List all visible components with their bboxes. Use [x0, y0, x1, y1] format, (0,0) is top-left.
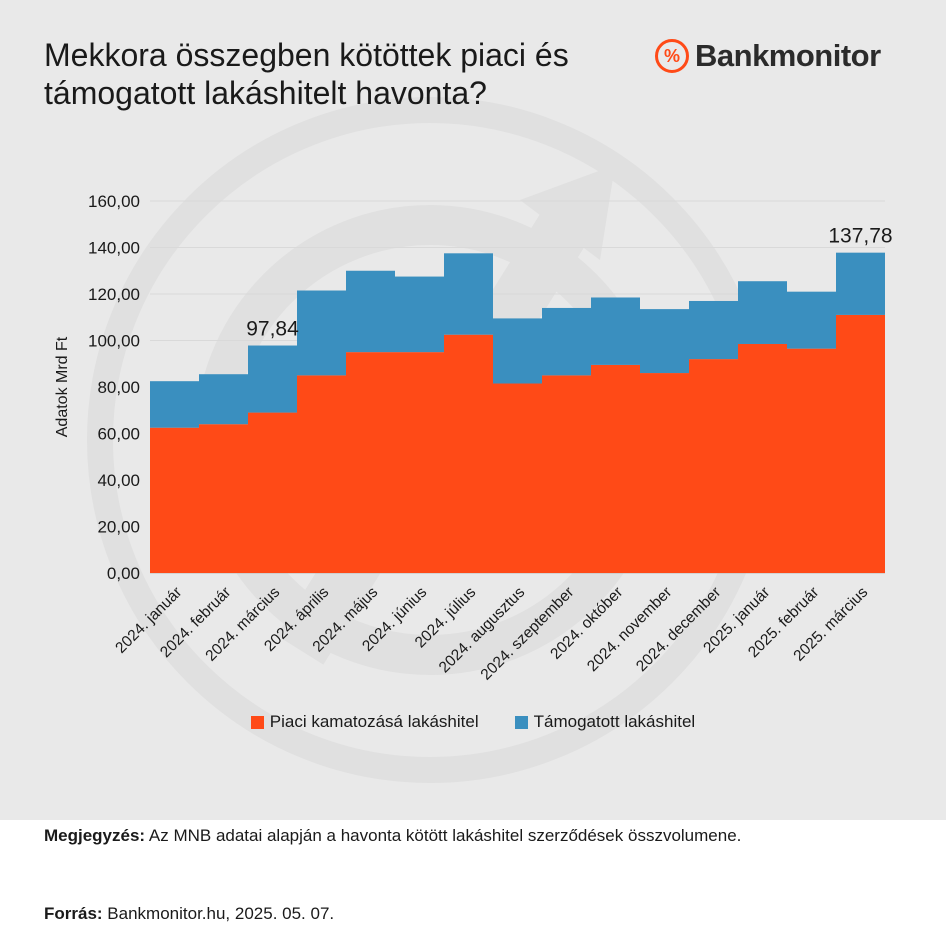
- percent-icon: %: [655, 39, 689, 73]
- bar-market: [199, 424, 248, 573]
- legend-item-subsidized: Támogatott lakáshitel: [514, 712, 696, 732]
- source-label: Forrás:: [44, 904, 103, 923]
- bar-market: [836, 314, 885, 573]
- bar-market: [395, 352, 444, 573]
- bar-market: [346, 352, 395, 573]
- bar-subsidized: [738, 281, 787, 344]
- bar-subsidized: [640, 309, 689, 374]
- bar-subsidized: [591, 297, 640, 365]
- stacked-bar-chart: 0,00 20,00 40,00 60,00 80,00 100,00 120,00 140,…: [54, 192, 893, 684]
- bankmonitor-logo: % Bankmonitor: [655, 38, 881, 74]
- brand-name: Bankmonitor: [695, 38, 881, 73]
- source-line: Forrás: Bankmonitor.hu, 2025. 05. 07.: [44, 904, 334, 924]
- x-tick-label: 2024. augusztus: [436, 584, 529, 677]
- y-tick-label: 160,00: [88, 192, 140, 211]
- source-text: Bankmonitor.hu, 2025. 05. 07.: [102, 904, 335, 923]
- legend-swatch-subsidized: [514, 715, 528, 729]
- chart-panel: Mekkora összegben kötöttek piaci és támo…: [0, 0, 946, 820]
- y-tick-label: 140,00: [88, 239, 140, 258]
- legend-label-market: Piaci kamatozásá lakáshitel: [269, 712, 479, 731]
- bar-market: [297, 375, 346, 573]
- bar-market: [640, 373, 689, 573]
- chart-title: Mekkora összegben kötöttek piaci és támo…: [44, 37, 569, 111]
- y-axis-label: Adatok Mrd Ft: [54, 336, 71, 437]
- bar-market: [738, 343, 787, 573]
- y-tick-label: 80,00: [97, 378, 140, 397]
- bar-subsidized: [493, 318, 542, 384]
- bar-subsidized: [297, 290, 346, 376]
- x-tick-label: 2024. december: [633, 584, 724, 675]
- y-tick-label: 40,00: [97, 471, 140, 490]
- x-tick-label: 2024. november: [584, 584, 675, 675]
- bar-market: [591, 364, 640, 573]
- bar-subsidized: [542, 307, 591, 376]
- data-label-total: 97,84: [246, 318, 299, 341]
- y-tick-label: 20,00: [97, 518, 140, 537]
- bar-subsidized: [444, 253, 493, 335]
- bar-market: [689, 359, 738, 573]
- bar-market: [248, 412, 297, 573]
- bar-subsidized: [395, 276, 444, 353]
- y-tick-label: 60,00: [97, 425, 140, 444]
- y-tick-label: 120,00: [88, 285, 140, 304]
- bar-market: [444, 334, 493, 573]
- bar-market: [787, 348, 836, 573]
- bar-subsidized: [689, 300, 738, 360]
- y-tick-label: 100,00: [88, 332, 140, 351]
- bar-subsidized: [346, 270, 395, 353]
- footnote-label: Megjegyzés:: [44, 826, 146, 845]
- bar-subsidized: [150, 381, 199, 428]
- bar-market: [542, 375, 591, 573]
- x-tick-label: 2024. szeptember: [478, 584, 578, 684]
- footnote: Megjegyzés: Az MNB adatai alapján a havo…: [44, 826, 741, 846]
- footnote-text: Az MNB adatai alapján a havonta kötött l…: [145, 826, 742, 845]
- y-tick-label: 0,00: [107, 564, 140, 583]
- legend-swatch-market: [250, 715, 264, 729]
- legend-item-market: Piaci kamatozásá lakáshitel: [250, 712, 479, 732]
- bar-subsidized: [836, 252, 885, 315]
- data-label-total: 137,78: [828, 225, 892, 248]
- chart-legend: Piaci kamatozásá lakáshitel Támogatott l…: [0, 712, 946, 732]
- bar-subsidized: [787, 291, 836, 349]
- bar-subsidized: [248, 345, 297, 413]
- bar-market: [150, 427, 199, 573]
- bar-market: [493, 383, 542, 573]
- bar-subsidized: [199, 374, 248, 425]
- legend-label-subsidized: Támogatott lakáshitel: [533, 712, 696, 731]
